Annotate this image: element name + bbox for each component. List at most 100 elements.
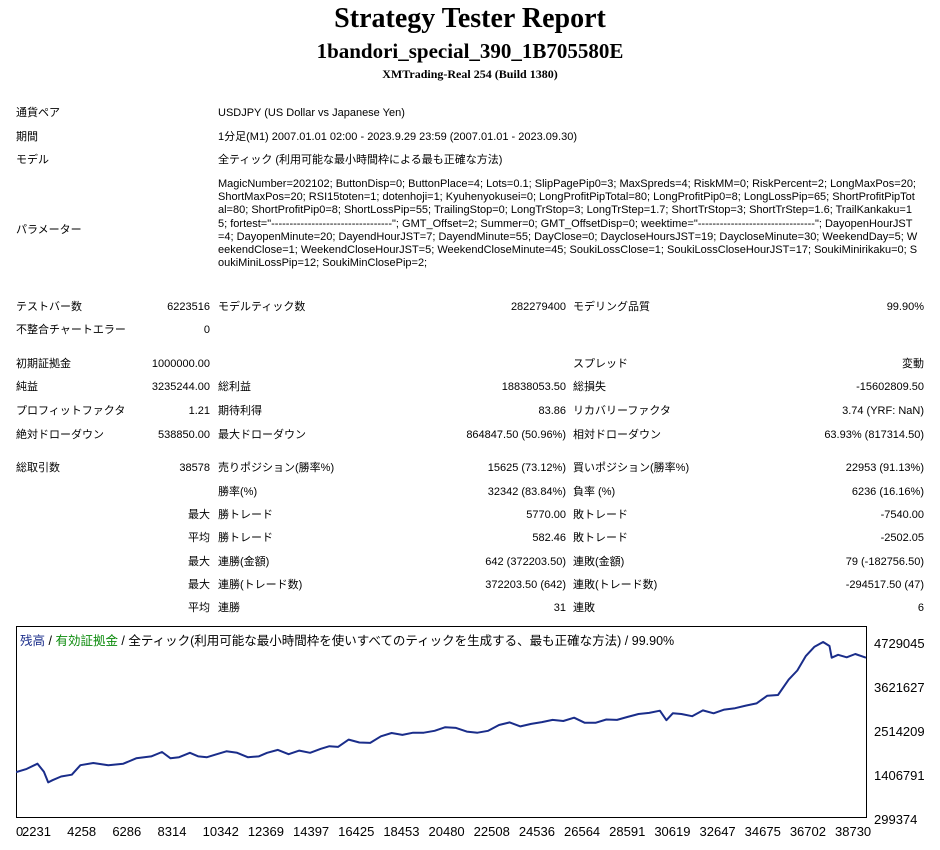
legend-equity: 有効証拠金 [55, 634, 118, 648]
symbol-label: 通貨ペア [16, 107, 60, 119]
max-consec-wins-money-value: 642 (372203.50) [485, 556, 566, 568]
params-value: MagicNumber=202102; ButtonDisp=0; Button… [218, 178, 918, 270]
avg-word: 平均 [188, 602, 210, 614]
quality-label: モデリング品質 [573, 301, 650, 313]
total-trades-label: 総取引数 [16, 462, 60, 474]
spread-label: スプレッド [573, 358, 628, 370]
abs-drawdown-value: 538850.00 [158, 429, 210, 441]
largest-win-label: 勝トレード [218, 509, 273, 521]
max-drawdown-value: 864847.50 (50.96%) [466, 429, 566, 441]
model-label: モデル [16, 154, 49, 166]
y-tick-label: 4729045 [874, 636, 925, 651]
x-tick-label: 22508 [473, 824, 510, 839]
expected-payoff-label: 期待利得 [218, 405, 262, 417]
x-tick-label: 0 [16, 824, 24, 839]
model-value: 全ティック (利用可能な最小時間枠による最も正確な方法) [218, 154, 503, 166]
max-consec-loss-value: -294517.50 (47) [845, 579, 924, 591]
period-value: 1分足(M1) 2007.01.01 02:00 - 2023.9.29 23:… [218, 131, 577, 143]
x-tick-label: 38730 [835, 824, 872, 839]
gross-loss-label: 総損失 [573, 381, 606, 393]
average-loss-label: 敗トレード [573, 532, 628, 544]
max-word: 最大 [188, 509, 210, 521]
deposit-value: 1000000.00 [151, 358, 210, 370]
average-loss-value: -2502.05 [880, 532, 924, 544]
profit-factor-label: プロフィットファクタ [16, 405, 126, 417]
gross-loss-value: -15602809.50 [856, 381, 924, 393]
y-tick-label: 299374 [874, 812, 918, 827]
server-build: XMTrading-Real 254 (Build 1380) [382, 67, 558, 81]
largest-loss-label: 敗トレード [573, 509, 628, 521]
balance-series-line [16, 641, 867, 784]
x-tick-label: 8314 [157, 824, 187, 839]
max-consec-profit-label: 連勝(トレード数) [218, 579, 303, 591]
win-rate-value: 32342 (83.84%) [487, 486, 566, 498]
bars-label: テストバー数 [16, 301, 82, 313]
chart-plot-area [16, 626, 867, 818]
x-tick-label: 2231 [22, 824, 51, 839]
bars-value: 6223516 [167, 301, 210, 313]
net-profit-value: 3235244.00 [151, 381, 210, 393]
max-consec-profit-value: 372203.50 (642) [485, 579, 566, 591]
net-profit-label: 純益 [16, 381, 38, 393]
report-title: Strategy Tester Report [334, 3, 606, 34]
x-tick-label: 36702 [789, 824, 826, 839]
symbol-value: USDJPY (US Dollar vs Japanese Yen) [218, 107, 405, 119]
max-consec-losses-money-label: 連敗(金額) [573, 556, 625, 568]
max-consec-wins-money-label: 連勝(金額) [218, 556, 270, 568]
x-tick-label: 34675 [744, 824, 781, 839]
expected-payoff-value: 83.86 [538, 405, 566, 417]
abs-drawdown-label: 絶対ドローダウン [16, 429, 104, 441]
spread-value: 変動 [902, 358, 924, 370]
x-tick-label: 18453 [383, 824, 420, 839]
x-tick-label: 12369 [247, 824, 284, 839]
x-tick-label: 6286 [112, 824, 142, 839]
avg-word: 平均 [188, 532, 210, 544]
rel-drawdown-value: 63.93% (817314.50) [824, 429, 924, 441]
avg-consec-losses-label: 連敗 [573, 602, 595, 614]
x-tick-label: 30619 [654, 824, 691, 839]
largest-loss-value: -7540.00 [880, 509, 924, 521]
max-word: 最大 [188, 556, 210, 568]
profit-factor-value: 1.21 [188, 405, 210, 417]
loss-rate-label: 負率 (%) [573, 486, 616, 498]
params-label: パラメーター [16, 224, 82, 236]
x-tick-label: 20480 [428, 824, 465, 839]
average-win-value: 582.46 [532, 532, 566, 544]
ticks-value: 282279400 [510, 301, 566, 313]
loss-rate-value: 6236 (16.16%) [851, 486, 924, 498]
mismatch-value: 0 [203, 324, 210, 336]
short-positions-value: 15625 (73.12%) [487, 462, 566, 474]
total-trades-value: 38578 [179, 462, 210, 474]
y-tick-label: 2514209 [874, 724, 925, 739]
recovery-factor-label: リカバリーファクタ [573, 405, 671, 417]
avg-consec-wins-label: 連勝 [218, 602, 240, 614]
ticks-label: モデルティック数 [218, 301, 306, 313]
max-drawdown-label: 最大ドローダウン [218, 429, 306, 441]
recovery-factor-value: 3.74 (YRF: NaN) [842, 405, 924, 417]
x-tick-label: 16425 [338, 824, 375, 839]
avg-consec-wins-value: 31 [553, 602, 566, 614]
y-tick-label: 1406791 [874, 768, 925, 783]
ea-name: 1bandori_special_390_1B705580E [316, 39, 624, 63]
legend-description: / 全ティック(利用可能な最小時間枠を使いすべてのティックを生成する、最も正確な… [117, 634, 675, 648]
chart-legend: 残高 / 有効証拠金 / 全ティック(利用可能な最小時間枠を使いすべてのティック… [20, 630, 674, 649]
x-tick-label: 32647 [699, 824, 736, 839]
legend-separator: / [45, 634, 56, 648]
long-positions-value: 22953 (91.13%) [845, 462, 924, 474]
short-positions-label: 売りポジション(勝率%) [218, 462, 335, 474]
y-tick-label: 3621627 [874, 680, 925, 695]
max-consec-loss-label: 連敗(トレード数) [573, 579, 658, 591]
gross-profit-value: 18838053.50 [501, 381, 566, 393]
mismatch-label: 不整合チャートエラー [16, 324, 126, 336]
quality-value: 99.90% [886, 301, 924, 313]
max-word: 最大 [188, 579, 210, 591]
x-tick-label: 14397 [293, 824, 330, 839]
max-consec-losses-money-value: 79 (-182756.50) [845, 556, 924, 568]
avg-consec-losses-value: 6 [917, 602, 924, 614]
long-positions-label: 買いポジション(勝率%) [573, 462, 690, 474]
x-tick-label: 28591 [609, 824, 646, 839]
rel-drawdown-label: 相対ドローダウン [573, 429, 661, 441]
balance-line-svg [16, 641, 867, 784]
gross-profit-label: 総利益 [218, 381, 251, 393]
x-tick-label: 10342 [202, 824, 239, 839]
